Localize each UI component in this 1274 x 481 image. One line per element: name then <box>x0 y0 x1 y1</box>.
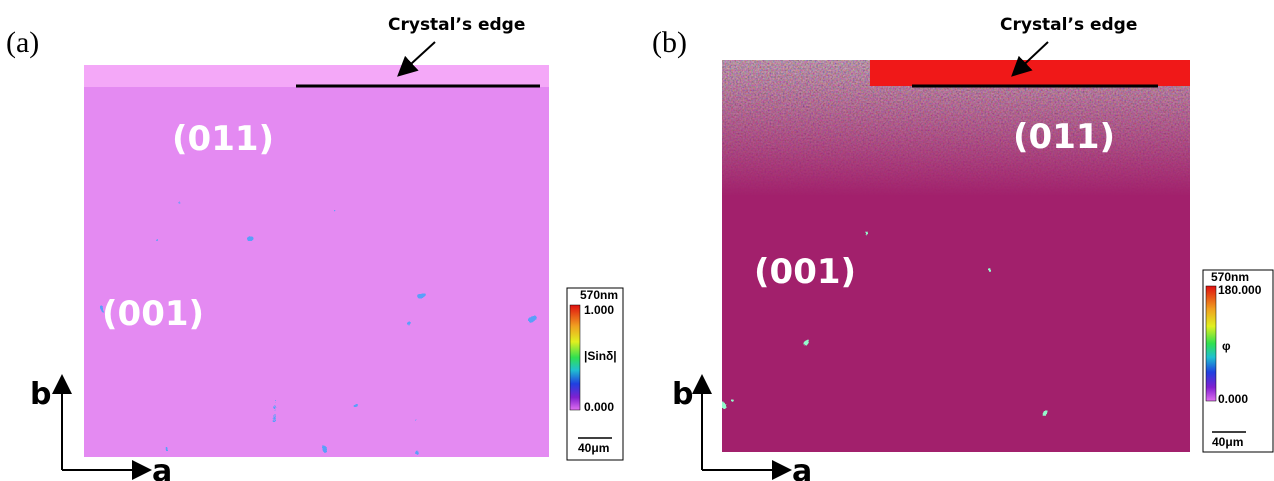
panel-label: (b) <box>652 26 687 59</box>
edge-label: Crystal’s edge <box>388 15 525 35</box>
colorbar-min: 0.000 <box>584 400 614 414</box>
domain-texture <box>84 65 549 457</box>
region-label: (011) <box>172 119 274 159</box>
axis-label: b <box>672 377 693 412</box>
panel-label: (a) <box>6 26 39 59</box>
axis-label: a <box>792 454 812 481</box>
axis-label: b <box>30 377 51 412</box>
colorbar-max: 180.000 <box>1218 283 1262 297</box>
colorbar <box>570 305 580 410</box>
colorbar <box>1206 286 1216 401</box>
colorbar-title: 570nm <box>1211 270 1249 284</box>
edge-band <box>870 60 1190 86</box>
colorbar-title: 570nm <box>580 288 618 302</box>
region-label: (011) <box>1013 117 1115 157</box>
colorbar-min: 0.000 <box>1218 392 1248 406</box>
scale-label: 40μm <box>1212 435 1243 449</box>
colorbar-quantity: |Sinδ| <box>584 349 617 363</box>
region-label: (001) <box>754 252 856 292</box>
colorbar-max: 1.000 <box>584 303 614 317</box>
edge-label: Crystal’s edge <box>1000 15 1137 35</box>
axis-label: a <box>152 454 172 481</box>
scale-label: 40μm <box>578 441 609 455</box>
colorbar-quantity: φ <box>1222 339 1231 353</box>
region-label: (001) <box>102 294 204 334</box>
figure: (a) Crystal’s edge (011) (001) 570nm 1.0… <box>0 0 1274 481</box>
